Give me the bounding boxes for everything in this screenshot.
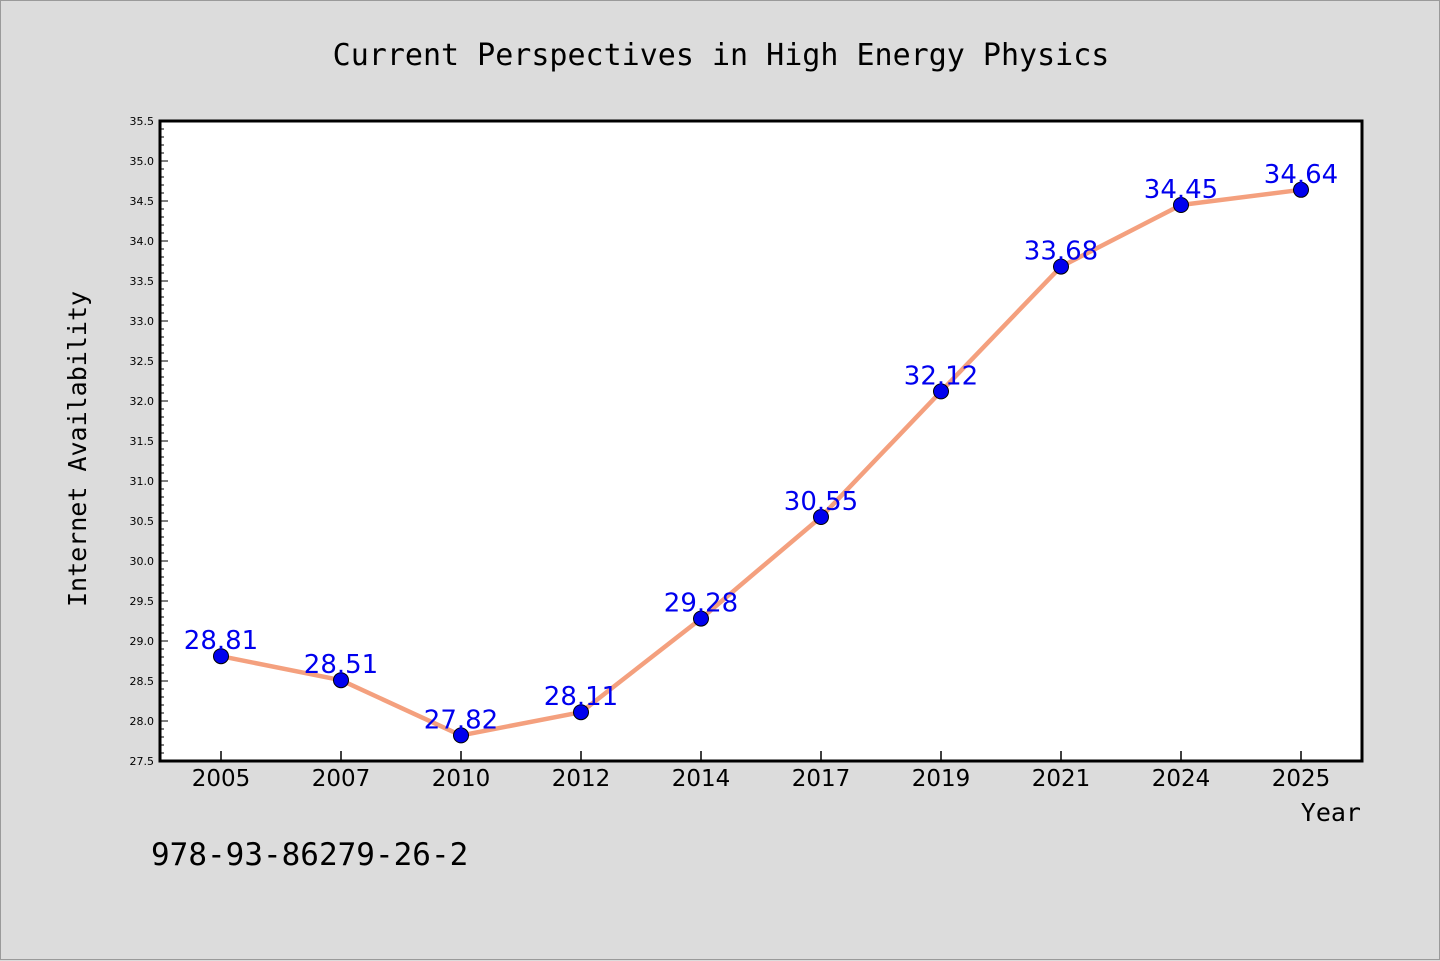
data-point (213, 648, 229, 665)
data-label: 28.11 (544, 682, 618, 712)
y-tick-label: 27.5 (130, 755, 155, 768)
series-line (220, 187, 1302, 738)
data-point (1293, 181, 1309, 198)
y-tick-label: 34.0 (130, 235, 155, 248)
data-label: 30.55 (784, 487, 858, 517)
data-labels: 28.81 28.51 27.82 28.11 29.28 30.55 32.12 33.68… (184, 160, 1338, 736)
y-tick-label: 33.0 (130, 315, 155, 328)
data-point (933, 383, 949, 400)
data-label: 27.82 (424, 705, 498, 735)
x-tick-label: 2024 (1152, 766, 1211, 792)
y-tick-label: 31.5 (130, 435, 155, 448)
y-axis: 27.5 28.0 28.5 29.0 29.5 30.0 30.5 31.0 31.5 32.0… (130, 115, 168, 768)
data-markers (213, 181, 1309, 744)
x-tick-label: 2014 (672, 766, 731, 792)
x-tick-label: 2007 (312, 766, 371, 792)
data-label: 28.81 (184, 626, 258, 656)
data-point (693, 610, 709, 627)
x-tick-label: 2012 (552, 766, 611, 792)
y-tick-label: 32.0 (130, 395, 155, 408)
plot-area (158, 119, 1364, 763)
y-axis-label: Internet Availability (63, 291, 92, 607)
x-tick-label: 2025 (1272, 766, 1331, 792)
data-label: 29.28 (664, 589, 738, 619)
y-tick-label: 35.5 (130, 115, 155, 128)
data-point (453, 727, 469, 744)
data-label: 28.51 (304, 650, 378, 680)
y-tick-label: 28.0 (130, 715, 155, 728)
y-tick-label: 30.0 (130, 555, 155, 568)
x-tick-label: 2017 (792, 766, 851, 792)
y-tick-label: 29.5 (130, 595, 155, 608)
x-tick-label: 2010 (432, 766, 491, 792)
data-label: 34.64 (1264, 160, 1338, 190)
data-point (573, 704, 589, 721)
chart-title: Current Perspectives in High Energy Phys… (333, 38, 1110, 73)
y-tick-label: 31.0 (130, 475, 155, 488)
data-label: 34.45 (1144, 175, 1218, 205)
y-tick-label: 35.0 (130, 155, 155, 168)
data-point (333, 672, 349, 689)
x-axis: 2005 2007 2010 2012 2014 2017 2019 2021 2024 2025 (192, 751, 1331, 792)
data-point (813, 509, 829, 525)
y-tick-label: 28.5 (130, 675, 155, 688)
x-tick-label: 2005 (192, 766, 251, 792)
isbn-footnote: 978-93-86279-26-2 (151, 837, 468, 873)
data-label: 32.12 (904, 361, 978, 391)
y-tick-label: 34.5 (130, 195, 155, 208)
x-tick-label: 2019 (912, 766, 971, 792)
x-axis-label: Year (1301, 798, 1361, 827)
x-tick-label: 2021 (1032, 766, 1091, 792)
y-tick-label: 29.0 (130, 635, 155, 648)
y-tick-label: 33.5 (130, 275, 155, 288)
data-point (1053, 258, 1069, 275)
data-point (1173, 197, 1189, 213)
y-tick-label: 30.5 (130, 515, 155, 528)
y-tick-label: 32.5 (130, 355, 155, 368)
data-label: 33.68 (1024, 237, 1098, 267)
